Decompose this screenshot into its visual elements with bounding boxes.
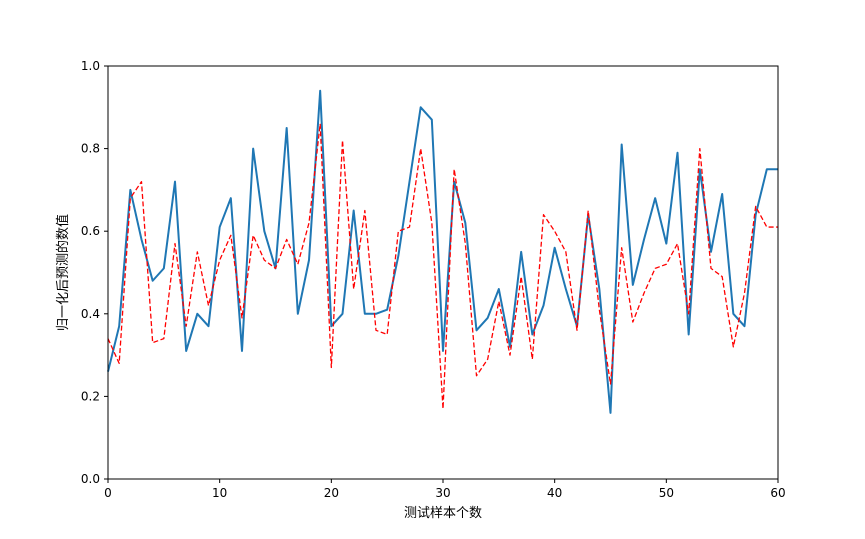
y-axis: 0.0 0.2 0.4 0.6 0.8 1.0 (81, 59, 108, 486)
y-tick-label: 0.4 (81, 307, 100, 321)
x-axis-label: 测试样本个数 (404, 506, 482, 521)
x-tick-label: 20 (324, 486, 339, 500)
y-tick-label: 0.2 (81, 389, 100, 403)
y-axis-label: 归一化后预测的数值 (55, 214, 71, 331)
series-line-1 (107, 89, 778, 414)
y-tick-label: 0.0 (81, 472, 100, 486)
x-tick-label: 0 (104, 486, 112, 500)
series-layer (107, 89, 778, 414)
y-tick-label: 0.8 (81, 142, 100, 156)
x-tick-label: 30 (435, 486, 450, 500)
x-axis: 0 10 20 30 40 50 60 (104, 479, 786, 500)
x-tick-label: 60 (770, 486, 785, 500)
y-tick-label: 1.0 (81, 59, 100, 73)
x-tick-label: 50 (659, 486, 674, 500)
series-line-2 (107, 123, 778, 410)
x-tick-label: 40 (547, 486, 562, 500)
y-tick-label: 0.6 (81, 224, 100, 238)
x-tick-label: 10 (212, 486, 227, 500)
